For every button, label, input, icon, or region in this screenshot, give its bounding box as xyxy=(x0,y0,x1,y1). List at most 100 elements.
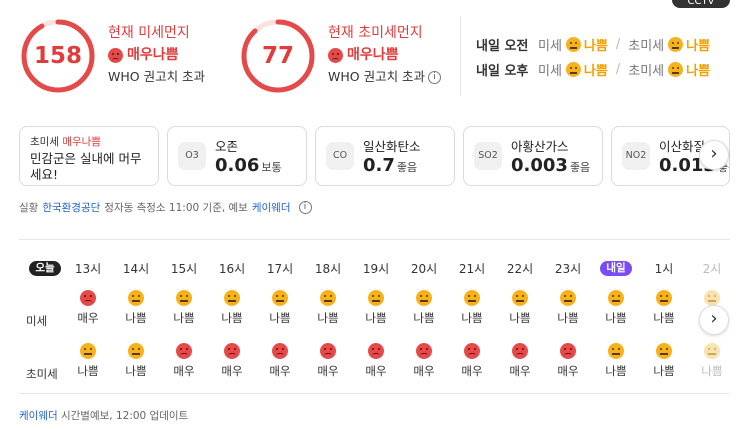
hourly-cell-pm25: 매우 xyxy=(500,343,540,379)
pm25-title: 현재 초미세먼지 xyxy=(328,25,423,41)
hour-label: 14시 xyxy=(122,262,150,276)
separator: / xyxy=(615,62,621,77)
hourly-grade: 나쁨 xyxy=(365,311,387,325)
bad-face-icon xyxy=(416,290,432,306)
cards-next-button[interactable]: › xyxy=(699,140,729,170)
bad-face-icon xyxy=(128,343,144,359)
hourly-cell-pm25: 매우 xyxy=(404,343,444,379)
hour-label: 18시 xyxy=(314,262,342,276)
hour-label: 20시 xyxy=(410,262,438,276)
hour-label: 21시 xyxy=(458,262,486,276)
so2-icon: SO2 xyxy=(474,142,502,170)
gas-value: 0.003 xyxy=(511,155,568,176)
divider xyxy=(19,393,730,394)
tomorrow-badge-wrap: 내일 xyxy=(596,260,636,276)
hourly-cell-pm25: 매우 xyxy=(308,343,348,379)
pm25-kind: 초미세 xyxy=(628,64,665,79)
advice-grade: 매우나쁨 xyxy=(62,136,101,148)
pm25-kind: 초미세 xyxy=(628,39,665,54)
gas-card-co[interactable]: CO 일산화탄소 0.7 좋음 xyxy=(315,126,455,186)
gas-card-o3[interactable]: O3 오존 0.06 보통 xyxy=(167,126,307,186)
hour-label: 15시 xyxy=(170,262,198,276)
no2-icon: NO2 xyxy=(622,142,650,170)
gas-card-no2[interactable]: NO2 이산화질소 0.013좋음 xyxy=(611,126,730,186)
co-icon: CO xyxy=(326,142,354,170)
pm25-who-text: WHO 권고치 초과 xyxy=(328,69,426,84)
pm10-value: 158 xyxy=(33,43,82,69)
bad-face-icon xyxy=(565,37,581,52)
hourly-grade: 매우 xyxy=(509,364,531,378)
bad-face-icon xyxy=(668,37,684,52)
hour-label: 1시 xyxy=(654,262,674,276)
hourly-grade: 나쁨 xyxy=(605,364,627,378)
pm10-title: 현재 미세먼지 xyxy=(108,25,190,41)
hourly-next-button[interactable]: › xyxy=(699,305,729,335)
footer: 케이웨더 시간별예보, 12:00 업데이트 xyxy=(19,408,188,423)
hourly-cell-pm25: 나쁨 xyxy=(68,343,108,379)
source-provider-link[interactable]: 케이웨더 xyxy=(251,202,291,214)
o3-icon: O3 xyxy=(178,142,206,170)
gas-card-so2[interactable]: SO2 아황산가스 0.003 좋음 xyxy=(463,126,603,186)
tomorrow-am-row: 내일 오전 미세 나쁨 / 초미세 나쁨 xyxy=(476,35,710,54)
bad-face-icon xyxy=(656,290,672,306)
hourly-grade: 나쁨 xyxy=(653,364,675,378)
footer-provider-link[interactable]: 케이웨더 xyxy=(19,410,58,422)
very-bad-face-icon xyxy=(224,343,240,359)
hourly-cell-pm10: 나쁨 xyxy=(356,290,396,326)
hourly-grade: 나쁨 xyxy=(221,311,243,325)
bad-face-icon xyxy=(464,290,480,306)
hourly-grade: 나쁨 xyxy=(653,311,675,325)
hourly-grade: 나쁨 xyxy=(125,311,147,325)
hourly-grade: 나쁨 xyxy=(461,311,483,325)
tomorrow-pm-label: 내일 오후 xyxy=(476,64,529,79)
source-agency-link[interactable]: 한국환경공단 xyxy=(42,202,101,214)
very-bad-face-icon xyxy=(560,343,576,359)
info-icon[interactable]: i xyxy=(298,201,312,214)
gas-name: 오존 xyxy=(215,139,239,154)
tomorrow-pm-pm25-grade: 나쁨 xyxy=(686,64,711,79)
hourly-cell-pm10: 나쁨 xyxy=(308,290,348,326)
today-badge: 오늘 xyxy=(29,261,61,276)
very-bad-face-icon xyxy=(320,343,336,359)
pm10-who-text: WHO 권고치 초과 xyxy=(108,69,206,84)
hourly-cell-pm25: 나쁨 xyxy=(692,343,732,379)
gas-grade: 좋음 xyxy=(396,161,418,174)
advice-card[interactable]: 초미세 매우나쁨 민감군은 실내에 머무세요! xyxy=(19,126,159,186)
info-icon[interactable]: i xyxy=(428,70,442,84)
source-prefix: 실황 xyxy=(19,202,39,214)
bad-face-icon xyxy=(512,290,528,306)
very-bad-face-icon xyxy=(328,47,343,63)
hourly-cell-pm25: 나쁨 xyxy=(596,343,636,379)
hourly-grade: 나쁨 xyxy=(557,311,579,325)
hourly-cell-pm10: 나쁨 xyxy=(212,290,252,326)
advice-kind: 초미세 xyxy=(30,136,59,148)
hourly-grade: 나쁨 xyxy=(269,311,291,325)
gas-grade: 보통 xyxy=(261,161,282,174)
bad-face-icon xyxy=(80,343,96,359)
bad-face-icon xyxy=(176,290,192,306)
pm25-grade: 매우나쁨 xyxy=(347,47,399,63)
hourly-cell-pm10: 나쁨 xyxy=(452,290,492,326)
hourly-grade: 매우 xyxy=(173,364,195,378)
tomorrow-am-pm10-grade: 나쁨 xyxy=(583,39,608,54)
hourly-cell-pm25: 매우 xyxy=(452,343,492,379)
very-bad-face-icon xyxy=(176,343,192,359)
hourly-grade: 나쁨 xyxy=(509,311,531,325)
today-badge-wrap: 오늘 xyxy=(25,260,65,276)
hourly-cell-pm10: 나쁨 xyxy=(260,290,300,326)
hour-label: 22시 xyxy=(506,262,534,276)
hour-label: 19시 xyxy=(362,262,390,276)
hourly-cell-pm25: 매우 xyxy=(548,343,588,379)
gas-name: 아황산가스 xyxy=(511,139,569,154)
hourly-cell-pm25: 매우 xyxy=(356,343,396,379)
hourly-cell-pm10: 나쁨 xyxy=(116,290,156,326)
hourly-grade: 매우 xyxy=(413,364,435,378)
cctv-button[interactable]: CCTV xyxy=(672,0,730,8)
pm10-kind: 미세 xyxy=(538,39,562,54)
hourly-grade: 나쁨 xyxy=(173,311,195,325)
tomorrow-badge: 내일 xyxy=(600,261,632,276)
source-line: 실황 한국환경공단 정자동 측정소 11:00 기준, 예보 케이웨더 i xyxy=(19,200,312,215)
gas-value: 0.06 xyxy=(215,155,260,176)
bad-face-icon xyxy=(704,343,720,359)
hourly-cell-pm10: 나쁨 xyxy=(164,290,204,326)
